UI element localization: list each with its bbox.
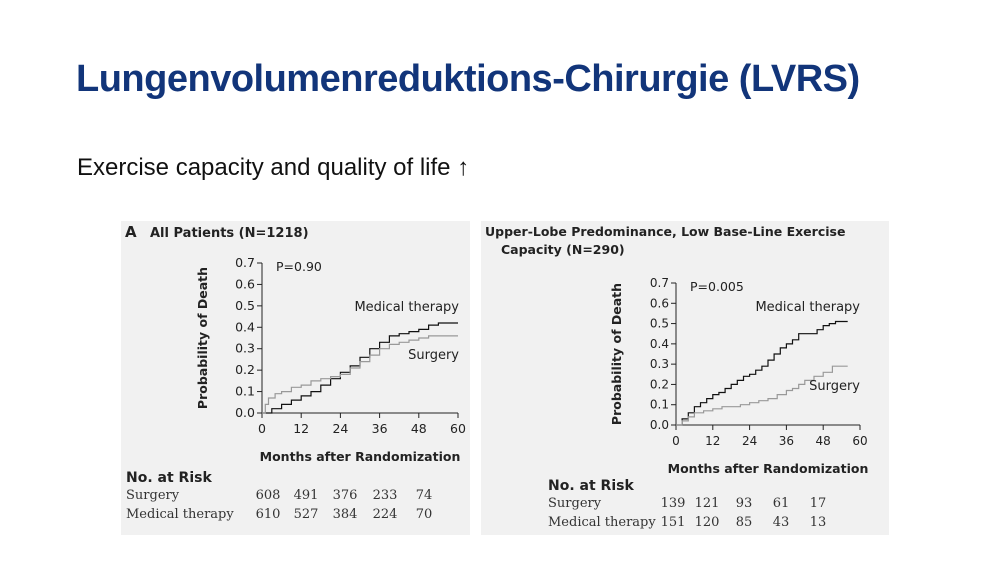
risk-row-medical-therapy: Medical therapy 610 527 384 224 70 [126, 505, 442, 524]
risk-table-upper-lobe: No. at Risk Surgery 139 121 93 61 17 Med… [548, 478, 836, 532]
y-tick-label: 0.7 [650, 276, 669, 290]
risk-row-medical-therapy: Medical therapy 151 120 85 43 13 [548, 513, 836, 532]
x-axis-label: Months after Randomization [668, 461, 869, 476]
risk-value: 608 [255, 488, 281, 503]
risk-value: 120 [694, 515, 720, 530]
series-line-surgery [262, 335, 458, 414]
y-tick-label: 0.4 [235, 319, 255, 334]
x-tick-label: 12 [293, 421, 309, 436]
risk-row-surgery: Surgery 139 121 93 61 17 [548, 494, 836, 513]
risk-value: 491 [293, 488, 319, 503]
p-value-annotation: P=0.005 [690, 279, 744, 294]
series-line-medical-therapy [262, 322, 458, 414]
x-tick-label: 24 [332, 421, 348, 436]
risk-value: 17 [809, 496, 827, 511]
series-label-medical-therapy: Medical therapy [755, 300, 860, 315]
series-label-medical-therapy: Medical therapy [354, 300, 459, 315]
x-axis-label: Months after Randomization [260, 449, 461, 461]
risk-table-title: No. at Risk [548, 478, 634, 494]
y-tick-label: 0.4 [650, 337, 669, 351]
x-tick-label: 0 [258, 421, 266, 436]
y-tick-label: 0.2 [235, 362, 255, 377]
y-tick-label: 0.5 [650, 317, 669, 331]
chart-title: Upper-Lobe Predominance, Low Base-Line E… [485, 224, 845, 239]
y-tick-label: 0.6 [650, 296, 669, 310]
chart-panel-all-patients: A All Patients (N=1218) 0.0 0.1 0.2 0.3 0.4 0.5… [121, 221, 470, 535]
chart-panel-upper-lobe: Upper-Lobe Predominance, Low Base-Line E… [481, 221, 889, 535]
risk-value: 74 [415, 488, 433, 503]
x-tick-label: 36 [779, 434, 794, 448]
panel-letter: A [125, 223, 137, 241]
y-tick-label: 0.6 [235, 276, 255, 291]
risk-row-label: Surgery [126, 488, 180, 503]
y-tick-label: 0.0 [235, 405, 255, 420]
x-tick-label: 48 [411, 421, 427, 436]
risk-value: 70 [415, 507, 433, 522]
risk-value: 121 [694, 496, 720, 511]
risk-row-surgery: Surgery 608 491 376 233 74 [126, 486, 442, 505]
risk-table-title: No. at Risk [126, 470, 212, 486]
x-tick-label: 0 [672, 434, 680, 448]
x-tick-label: 60 [852, 434, 867, 448]
y-axis-label: Probability of Death [609, 283, 624, 425]
risk-value: 527 [293, 507, 319, 522]
risk-value: 85 [735, 515, 753, 530]
risk-value: 384 [332, 507, 358, 522]
chart-all-patients: A All Patients (N=1218) 0.0 0.1 0.2 0.3 0.4 0.5… [125, 223, 466, 461]
risk-value: 376 [332, 488, 358, 503]
chart-upper-lobe: Upper-Lobe Predominance, Low Base-Line E… [485, 224, 869, 476]
x-tick-label: 48 [816, 434, 831, 448]
x-tick-label: 12 [705, 434, 720, 448]
chart-title: All Patients (N=1218) [150, 226, 309, 241]
risk-value: 43 [772, 515, 790, 530]
risk-value: 61 [772, 496, 790, 511]
series-line-medical-therapy [676, 320, 848, 426]
chart-title-line2: Capacity (N=290) [501, 242, 625, 257]
risk-value: 224 [372, 507, 398, 522]
risk-table-all-patients: No. at Risk Surgery 608 491 376 233 74 M… [126, 470, 442, 524]
risk-value: 610 [255, 507, 281, 522]
y-tick-label: 0.3 [650, 357, 669, 371]
series-label-surgery: Surgery [408, 348, 459, 363]
risk-value: 93 [735, 496, 753, 511]
y-tick-label: 0.2 [650, 377, 669, 391]
risk-value: 233 [372, 488, 398, 503]
risk-row-label: Medical therapy [548, 515, 656, 530]
risk-value: 13 [809, 515, 827, 530]
risk-row-label: Surgery [548, 496, 602, 511]
risk-value: 151 [660, 515, 686, 530]
p-value-annotation: P=0.90 [276, 259, 322, 274]
y-tick-label: 0.7 [235, 255, 255, 270]
y-tick-label: 0.1 [650, 398, 669, 412]
risk-value: 139 [660, 496, 686, 511]
y-axis-label: Probability of Death [195, 267, 210, 409]
y-tick-label: 0.3 [235, 341, 255, 356]
series-label-surgery: Surgery [809, 379, 860, 394]
y-tick-label: 0.0 [650, 418, 669, 432]
x-tick-label: 36 [372, 421, 388, 436]
x-tick-label: 24 [742, 434, 757, 448]
slide-title: Lungenvolumenreduktions-Chirurgie (LVRS) [76, 58, 860, 100]
y-tick-label: 0.1 [235, 384, 255, 399]
slide-subtitle: Exercise capacity and quality of life ↑ [77, 154, 470, 181]
x-tick-label: 60 [450, 421, 466, 436]
y-tick-label: 0.5 [235, 298, 255, 313]
risk-row-label: Medical therapy [126, 507, 234, 522]
series-line-surgery [676, 365, 848, 426]
